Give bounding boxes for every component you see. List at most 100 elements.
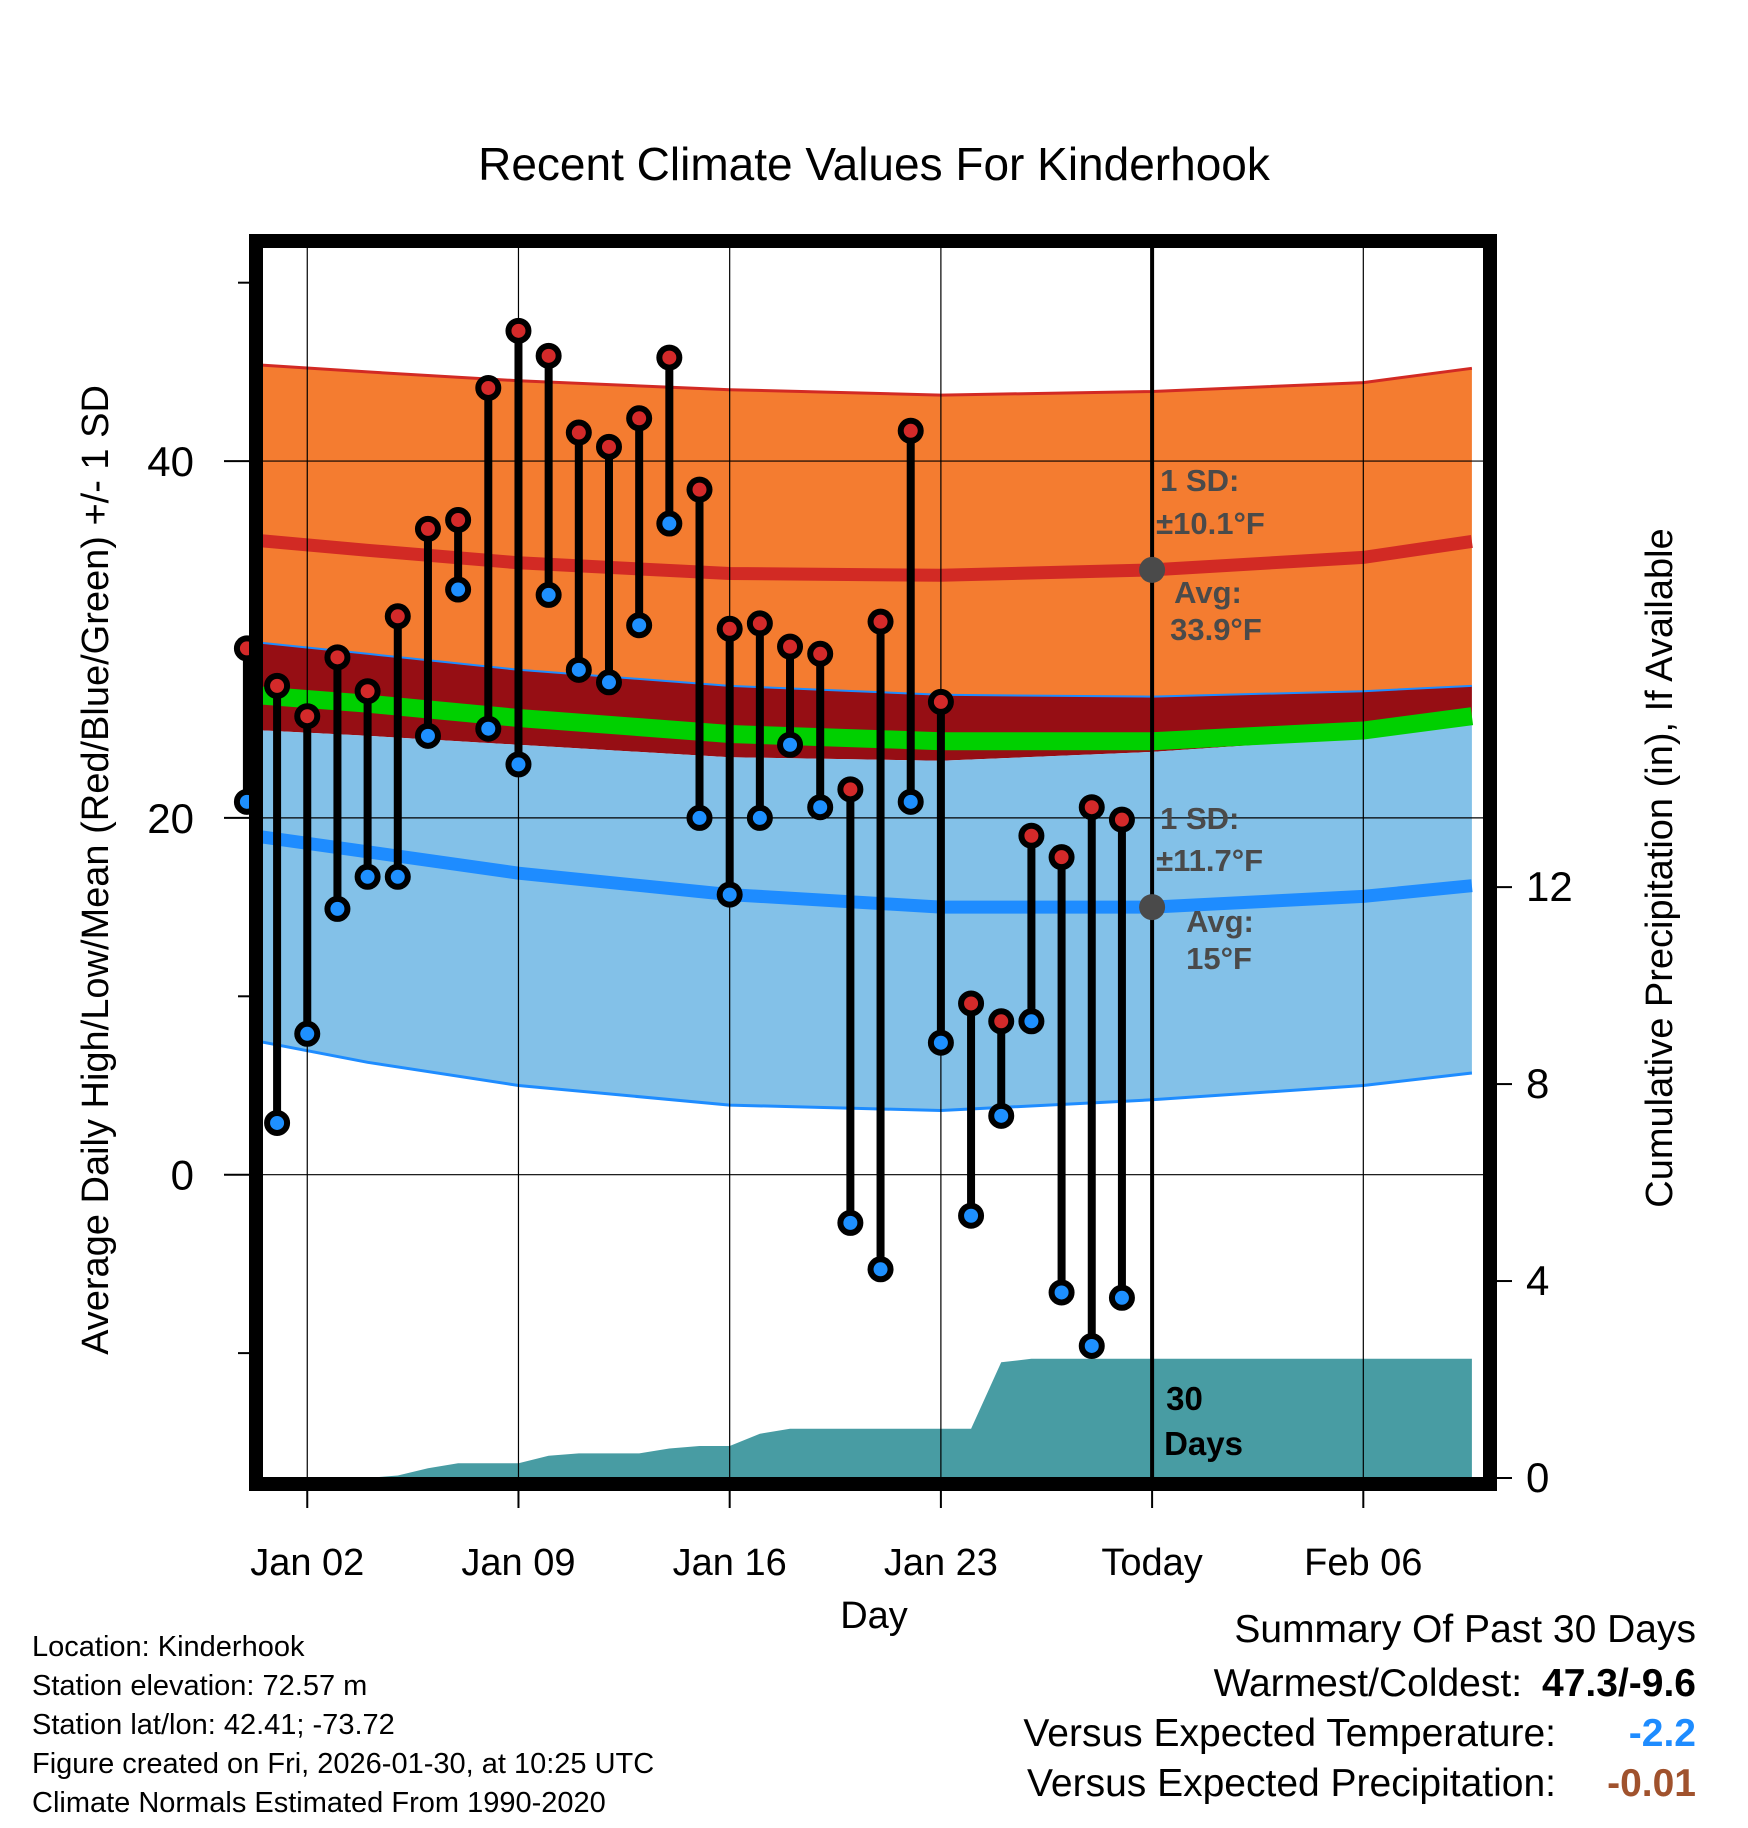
- y-right-tick-label: 4: [1526, 1257, 1549, 1304]
- low-sd-value: ±11.7°F: [1156, 843, 1263, 878]
- low-marker: [294, 1020, 321, 1047]
- low-marker: [686, 804, 713, 831]
- low-marker: [746, 804, 773, 831]
- low-avg-label: Avg:: [1186, 904, 1254, 939]
- high-marker: [354, 678, 381, 705]
- created-text: Figure created on Fri, 2026-01-30, at 10…: [32, 1748, 655, 1780]
- elevation-text: Station elevation: 72.57 m: [32, 1670, 368, 1702]
- high-avg-label: Avg:: [1174, 575, 1242, 610]
- days-word-label: Days: [1164, 1425, 1243, 1462]
- low-marker: [595, 669, 622, 696]
- precip-anomaly-label: Versus Expected Precipitation:: [1027, 1762, 1556, 1805]
- low-marker: [626, 612, 653, 639]
- low-marker: [867, 1256, 894, 1283]
- high-marker: [1018, 822, 1045, 849]
- low-lower-line: [262, 1040, 1473, 1113]
- high-marker: [927, 688, 954, 715]
- warmest-value: 47.3/-9.6: [1542, 1662, 1696, 1705]
- high-marker: [565, 419, 592, 446]
- days-count-label: 30: [1166, 1380, 1203, 1417]
- axes: 0 20 40 0 4 8 12 Jan 02 Jan 09 Jan 16 Jan 23 Today F…: [147, 234, 1573, 1584]
- high-marker: [686, 476, 713, 503]
- low-marker: [414, 722, 441, 749]
- precip-anomaly-value: -0.01: [1607, 1762, 1696, 1805]
- high-marker: [1078, 794, 1105, 821]
- low-marker: [1048, 1279, 1075, 1306]
- y-right-tick-label: 0: [1526, 1454, 1549, 1501]
- high-marker: [535, 342, 562, 369]
- y-tick-label: 20: [147, 795, 194, 842]
- low-sd-label: 1 SD:: [1160, 801, 1239, 836]
- high-marker: [294, 703, 321, 730]
- temp-anomaly-label: Versus Expected Temperature:: [1023, 1712, 1556, 1755]
- low-normal-line: [262, 830, 1473, 914]
- high-marker: [595, 433, 622, 460]
- high-upper-line: [262, 363, 1473, 397]
- mean-normal-line: [262, 686, 1474, 751]
- plot-frame: [249, 234, 1497, 1491]
- high-marker: [445, 506, 472, 533]
- station-info: Location: Kinderhook Station elevation: …: [32, 1628, 654, 1823]
- high-marker: [716, 615, 743, 642]
- normals-text: Climate Normals Estimated From 1990-2020: [32, 1787, 606, 1819]
- high-marker: [746, 610, 773, 637]
- low-marker: [958, 1202, 985, 1229]
- y-axis-label-right: Cumulative Precipitation (in), If Availa…: [1639, 528, 1681, 1207]
- low-marker: [988, 1102, 1015, 1129]
- high-sd-band: [262, 365, 1472, 697]
- x-tick-label: Jan 09: [461, 1542, 575, 1584]
- low-marker: [354, 863, 381, 890]
- summary-title: Summary Of Past 30 Days: [1234, 1608, 1696, 1651]
- high-marker: [897, 417, 924, 444]
- location-text: Location: Kinderhook: [32, 1631, 305, 1663]
- low-marker: [565, 656, 592, 683]
- x-tick-label: Today: [1101, 1542, 1202, 1584]
- low-marker: [535, 581, 562, 608]
- precip-area: [262, 1358, 1472, 1478]
- plot-area: [262, 247, 1484, 1478]
- high-marker: [656, 344, 683, 371]
- low-marker: [384, 863, 411, 890]
- low-marker: [716, 881, 743, 908]
- low-avg-value: 15°F: [1186, 941, 1252, 976]
- high-marker: [1048, 844, 1075, 871]
- high-marker: [384, 603, 411, 630]
- x-tick-label: Jan 16: [673, 1542, 787, 1584]
- low-marker: [1018, 1008, 1045, 1035]
- high-sd-value: ±10.1°F: [1156, 506, 1265, 541]
- low-marker: [837, 1209, 864, 1236]
- high-marker: [988, 1008, 1015, 1035]
- high-marker: [414, 515, 441, 542]
- high-sd-label: 1 SD:: [1160, 463, 1239, 498]
- high-marker: [475, 374, 502, 401]
- low-marker: [777, 731, 804, 758]
- high-avg-marker: [1139, 556, 1166, 583]
- low-marker: [1078, 1332, 1105, 1359]
- high-marker: [505, 317, 532, 344]
- high-marker: [626, 405, 653, 432]
- high-marker: [1108, 806, 1135, 833]
- x-axis-label: Day: [840, 1595, 908, 1637]
- high-normal-line: [262, 534, 1473, 582]
- low-marker: [656, 510, 683, 537]
- low-avg-marker: [1139, 894, 1166, 921]
- x-tick-label: Jan 23: [884, 1542, 998, 1584]
- high-marker: [264, 672, 291, 699]
- high-marker: [958, 990, 985, 1017]
- high-marker: [324, 644, 351, 671]
- low-marker: [445, 576, 472, 603]
- latlon-text: Station lat/lon: 42.41; -73.72: [32, 1709, 395, 1741]
- low-marker: [505, 751, 532, 778]
- low-marker: [897, 788, 924, 815]
- high-marker: [837, 776, 864, 803]
- low-marker: [1108, 1284, 1135, 1311]
- low-marker: [807, 794, 834, 821]
- low-marker: [927, 1029, 954, 1056]
- high-lower-line: [262, 641, 1472, 698]
- temp-anomaly-value: -2.2: [1628, 1712, 1696, 1755]
- low-sd-band: [262, 723, 1472, 1111]
- low-marker: [324, 895, 351, 922]
- y-right-tick-label: 12: [1526, 863, 1573, 910]
